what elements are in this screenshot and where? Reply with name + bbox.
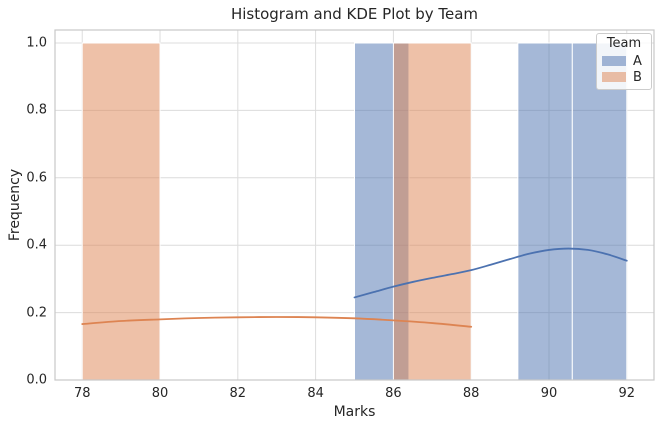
y-tick-label: 0.8 — [26, 102, 47, 118]
legend-entry-b: B — [597, 69, 651, 85]
y-tick-label: 1.0 — [26, 35, 47, 51]
y-tick-label: 0.4 — [26, 237, 47, 253]
x-tick-label: 90 — [540, 386, 558, 401]
x-tick-label: 78 — [73, 386, 91, 401]
y-tick-label: 0.2 — [26, 305, 47, 321]
legend-label-b: B — [633, 69, 642, 85]
chart-title: Histogram and KDE Plot by Team — [230, 5, 479, 23]
plot-border — [54, 29, 655, 381]
legend-label-a: A — [633, 53, 642, 69]
hist-bar-b — [81, 42, 161, 381]
legend: Team A B — [596, 33, 652, 90]
legend-swatch-a — [602, 56, 626, 66]
legend-swatch-b — [602, 72, 626, 82]
hist-bar-a — [517, 42, 573, 381]
legend-title: Team — [606, 36, 642, 51]
x-tick-label: 84 — [307, 386, 324, 401]
hist-bar-b — [392, 42, 472, 381]
kde-line-b — [81, 316, 473, 328]
kde-line-a — [353, 247, 628, 299]
x-tick-label: 80 — [151, 386, 169, 401]
x-tick-label: 86 — [385, 386, 402, 401]
x-tick-label: 92 — [618, 386, 636, 401]
legend-entry-a: A — [597, 53, 651, 69]
x-axis-label: Marks — [333, 404, 376, 420]
y-tick-label: 0.0 — [26, 372, 47, 388]
hist-bar-a — [571, 42, 628, 381]
x-tick-label: 88 — [462, 386, 480, 401]
y-axis-label: Frequency — [7, 168, 23, 242]
y-tick-label: 0.6 — [26, 170, 47, 186]
x-tick-label: 82 — [229, 386, 247, 401]
